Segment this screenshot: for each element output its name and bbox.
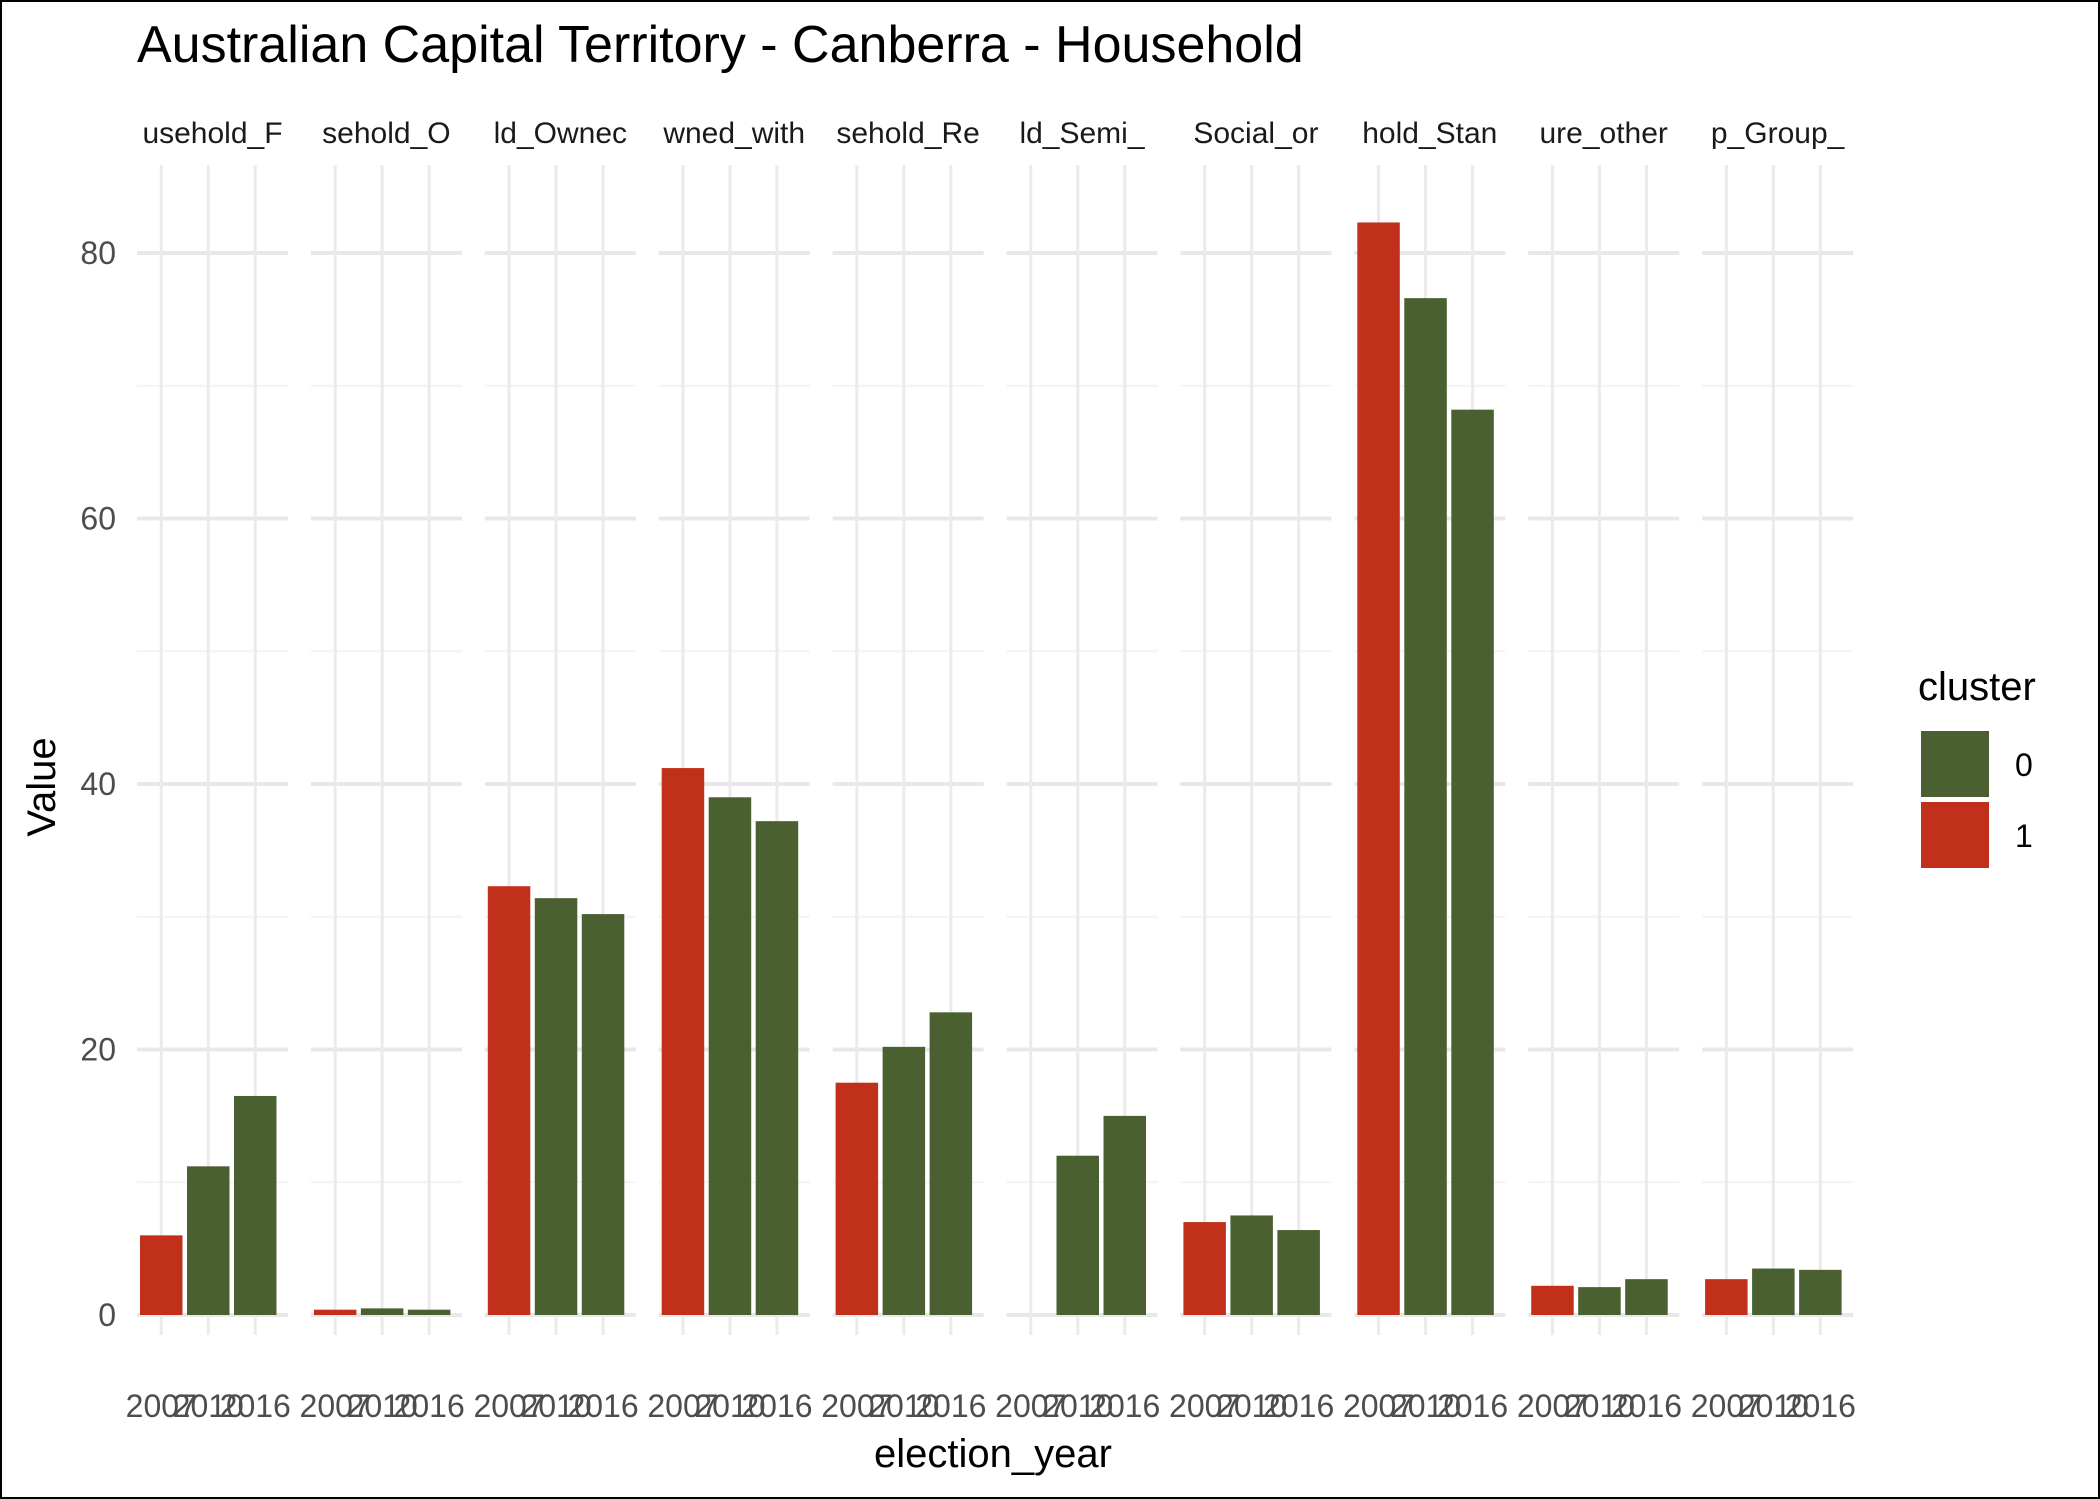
x-tick-label: 2010: [868, 1388, 939, 1424]
x-tick-label: 2010: [694, 1388, 765, 1424]
y-tick-label: 60: [80, 501, 116, 537]
x-tick-label: 2016: [1089, 1388, 1160, 1424]
legend-key: [1921, 731, 1989, 797]
bar: [1799, 1269, 1842, 1315]
bar: [581, 914, 625, 1315]
bar: [140, 1235, 183, 1315]
facet-strip-label: sehold_Re: [836, 117, 979, 150]
x-tick-label: 2010: [1216, 1388, 1287, 1424]
x-tick-label: 2010: [520, 1388, 591, 1424]
bar: [1103, 1115, 1146, 1315]
y-axis-ticks: 0 20 40 60 80: [80, 235, 116, 1333]
bar: [1705, 1279, 1748, 1315]
x-tick-label: 2007: [1169, 1388, 1240, 1424]
bar: [661, 768, 705, 1315]
facet-strip-label: hold_Stan: [1362, 117, 1497, 150]
bar: [1277, 1230, 1320, 1315]
bar: [1531, 1285, 1574, 1315]
y-tick-label: 0: [98, 1297, 116, 1333]
x-tick-label: 2007: [1517, 1388, 1588, 1424]
facet-strip-label: wned_with: [662, 117, 805, 150]
x-tick-label: 2010: [1738, 1388, 1809, 1424]
x-tick-label: 2007: [821, 1388, 892, 1424]
legend-label: 0: [2015, 747, 2033, 783]
x-tick-label: 2007: [300, 1388, 371, 1424]
legend-title: cluster: [1918, 665, 2036, 709]
x-tick-label: 2007: [647, 1388, 718, 1424]
facet-strip-label: ld_Semi_: [1019, 117, 1145, 150]
facet-strip-label: sehold_O: [322, 117, 450, 150]
bar: [755, 821, 799, 1315]
bar: [708, 797, 752, 1315]
facet-strip-label: ure_other: [1539, 117, 1667, 150]
x-tick-label: 2010: [173, 1388, 244, 1424]
x-tick-label: 2016: [220, 1388, 291, 1424]
x-tick-label: 2010: [1564, 1388, 1635, 1424]
y-axis-title: Value: [20, 737, 64, 836]
legend: cluster 0 1: [1918, 665, 2036, 868]
x-tick-label: 2016: [1611, 1388, 1682, 1424]
x-tick-label: 2016: [915, 1388, 986, 1424]
bar: [882, 1046, 926, 1315]
y-tick-label: 20: [80, 1032, 116, 1068]
bar: [487, 886, 531, 1315]
bar: [1230, 1215, 1273, 1315]
bar: [1752, 1268, 1795, 1315]
bar: [929, 1012, 973, 1315]
x-tick-label: 2016: [1437, 1388, 1508, 1424]
x-tick-label: 2007: [1343, 1388, 1414, 1424]
x-tick-label: 2016: [567, 1388, 638, 1424]
bar: [407, 1309, 451, 1315]
x-tick-label: 2016: [741, 1388, 812, 1424]
bar: [360, 1308, 404, 1315]
bar: [1625, 1279, 1668, 1315]
y-tick-label: 80: [80, 235, 116, 271]
bar: [1357, 222, 1400, 1315]
bars: [140, 222, 1842, 1315]
x-tick-label: 2016: [394, 1388, 465, 1424]
x-tick-label: 2016: [1785, 1388, 1856, 1424]
facet-strip-label: ld_Ownec: [494, 117, 627, 150]
bar: [1404, 298, 1447, 1315]
bar: [313, 1309, 357, 1315]
bar: [1183, 1222, 1226, 1315]
x-tick-label: 2010: [1390, 1388, 1461, 1424]
bar: [1056, 1155, 1099, 1315]
facet-strip-label: usehold_F: [142, 117, 282, 150]
bar: [187, 1166, 230, 1315]
x-tick-label: 2010: [1042, 1388, 1113, 1424]
bar: [835, 1082, 879, 1315]
x-tick-label: 2007: [126, 1388, 197, 1424]
legend-key: [1921, 802, 1989, 868]
x-tick-label: 2016: [1263, 1388, 1334, 1424]
x-tick-label: 2007: [473, 1388, 544, 1424]
facet-strip-label: p_Group_: [1711, 117, 1846, 150]
bar: [234, 1095, 277, 1315]
x-tick-label: 2010: [347, 1388, 418, 1424]
x-tick-label: 2007: [1691, 1388, 1762, 1424]
facet-strips: usehold_F sehold_O ld_Ownec wned_with sehold…: [142, 117, 1845, 150]
x-axis-title: election_year: [874, 1432, 1112, 1476]
y-tick-label: 40: [80, 766, 116, 802]
bar: [534, 898, 578, 1315]
facet-strip-label: Social_or: [1193, 117, 1318, 150]
bar: [1578, 1287, 1621, 1315]
bar: [1451, 409, 1494, 1315]
legend-label: 1: [2015, 818, 2033, 854]
x-tick-label: 2007: [995, 1388, 1066, 1424]
chart-title: Australian Capital Territory - Canberra …: [137, 16, 1304, 74]
grid-lines: [137, 165, 1854, 1335]
